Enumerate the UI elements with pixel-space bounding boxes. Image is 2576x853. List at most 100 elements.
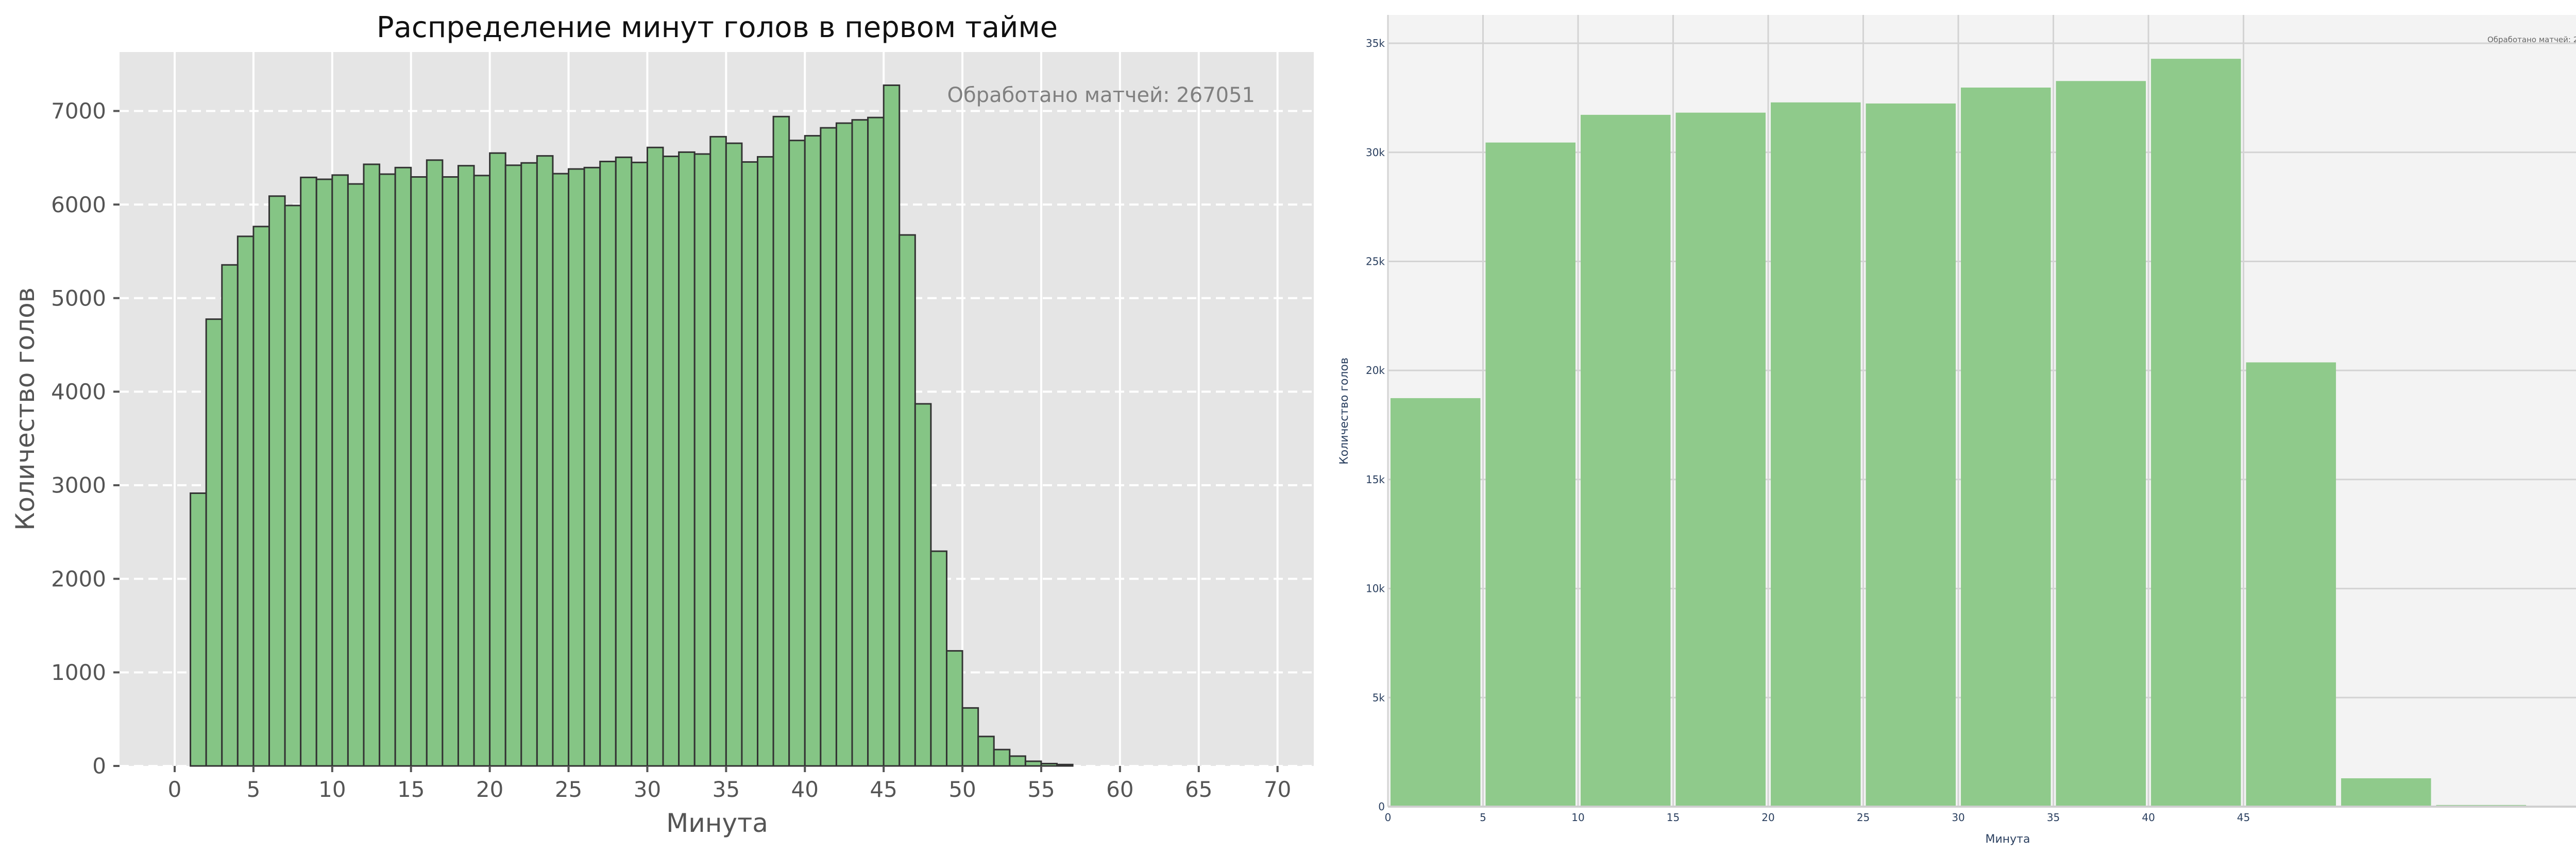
y-tick-label: 0 [1378, 800, 1385, 813]
histogram-bar [757, 156, 774, 767]
x-tick-label: 20 [476, 777, 503, 802]
x-tick-label: 45 [2237, 811, 2250, 824]
histogram-bar [631, 161, 648, 767]
histogram-bar [489, 152, 506, 767]
histogram-bar [961, 707, 979, 767]
left-histogram: 0 5 10 15 20 25 30 35 40 45 50 55 60 65 70 0 1000 2000 300… [10, 11, 1314, 838]
right-ticks: 0 5 10 15 20 25 30 35 40 45 0 5k 10k 15k 20k 25k 30k 35k [1366, 37, 2576, 824]
histogram-bar [709, 135, 727, 767]
histogram-bar [520, 162, 538, 767]
histogram-bar [883, 84, 901, 767]
histogram-bar [1391, 398, 1481, 807]
y-tick-label: 5k [1372, 691, 1385, 704]
histogram-bar [2246, 362, 2336, 807]
x-tick-label: 30 [634, 777, 661, 802]
histogram-bar [1485, 142, 1576, 807]
histogram-bar [977, 736, 995, 767]
histogram-bar [662, 156, 680, 767]
x-tick-label: 50 [948, 777, 976, 802]
histogram-bar [1009, 755, 1026, 767]
x-tick-label: 25 [1857, 811, 1870, 824]
histogram-bar [236, 235, 255, 767]
histogram-bar [552, 173, 570, 767]
histogram-bar [190, 492, 207, 767]
x-tick-label: 10 [318, 777, 346, 802]
histogram-bar [394, 166, 412, 767]
x-tick-label: 25 [555, 777, 582, 802]
x-tick-label: 60 [1106, 777, 1133, 802]
histogram-bar [205, 318, 223, 767]
histogram-bar [568, 168, 585, 767]
histogram-bar [1056, 763, 1074, 767]
x-tick-label: 35 [2047, 811, 2060, 824]
histogram-bar [646, 146, 664, 767]
histogram-bar [457, 165, 475, 767]
histogram-bar [914, 403, 932, 767]
histogram-bar [2151, 59, 2241, 807]
y-tick-label: 20k [1366, 364, 1385, 377]
x-tick-label: 15 [1667, 811, 1680, 824]
left-matches-annotation: Обработано матчей: 267051 [947, 83, 1255, 107]
histogram-bar [347, 183, 365, 767]
histogram-bar [741, 161, 759, 767]
x-tick-label: 15 [397, 777, 425, 802]
x-tick-label: 10 [1571, 811, 1584, 824]
left-ticks: 0 5 10 15 20 25 30 35 40 45 50 55 60 65 70 0 1000 2000 300… [51, 98, 1291, 802]
y-tick-label: 25k [1366, 255, 1385, 267]
x-tick-label: 70 [1264, 777, 1291, 802]
histogram-bar [899, 234, 916, 767]
y-tick-label: 3000 [51, 473, 106, 498]
histogram-bar [867, 116, 885, 767]
y-tick-label: 6000 [51, 192, 106, 217]
x-tick-label: 30 [1952, 811, 1964, 824]
histogram-bar [583, 166, 601, 767]
x-tick-label: 35 [713, 777, 740, 802]
y-tick-label: 1000 [51, 660, 106, 685]
histogram-bar [252, 226, 270, 767]
histogram-bar [1024, 760, 1042, 767]
y-tick-label: 35k [1366, 37, 1385, 49]
left-bars [190, 84, 1074, 767]
x-tick-label: 40 [2142, 811, 2155, 824]
left-y-axis-label: Количество голов [10, 287, 40, 531]
histogram-bar [221, 264, 239, 767]
x-tick-label: 65 [1185, 777, 1212, 802]
y-tick-label: 15k [1366, 473, 1385, 486]
x-tick-label: 20 [1761, 811, 1774, 824]
histogram-bar [835, 122, 853, 767]
x-tick-label: 55 [1027, 777, 1055, 802]
x-tick-label: 5 [1480, 811, 1486, 824]
x-tick-label: 0 [168, 777, 182, 802]
y-tick-label: 7000 [51, 98, 106, 124]
histogram-bar [363, 163, 381, 767]
left-chart-title: Распределение минут голов в первом тайме [377, 11, 1058, 44]
y-tick-label: 4000 [51, 379, 106, 404]
histogram-bar [300, 176, 317, 767]
x-tick-label: 45 [870, 777, 897, 802]
histogram-bar [1675, 112, 1766, 807]
histogram-bar [315, 178, 333, 767]
right-y-axis-label: Количество голов [1338, 357, 1351, 465]
histogram-bar [536, 155, 554, 767]
y-tick-label: 30k [1366, 146, 1385, 159]
histogram-bar [599, 161, 617, 767]
histogram-bar [725, 142, 743, 767]
right-x-axis-label: Минута [1986, 833, 2030, 846]
right-bars [1391, 59, 2576, 807]
histogram-bar [851, 119, 869, 767]
histogram-bar [804, 135, 822, 767]
histogram-bar [820, 127, 837, 767]
left-x-axis-label: Минута [666, 808, 768, 838]
histogram-bar [1866, 103, 1956, 807]
right-histogram: 0 5 10 15 20 25 30 35 40 4505k10k15k20k25k30k35k … [1338, 15, 2576, 846]
histogram-bar [410, 176, 428, 767]
y-tick-label: 5000 [51, 285, 106, 311]
histogram-bar [504, 164, 522, 767]
histogram-bar [772, 115, 790, 767]
histogram-bar [379, 173, 396, 767]
histogram-bar [945, 650, 963, 767]
histogram-bar [426, 159, 444, 767]
y-tick-label: 2000 [51, 566, 106, 591]
histogram-bar [284, 204, 302, 767]
